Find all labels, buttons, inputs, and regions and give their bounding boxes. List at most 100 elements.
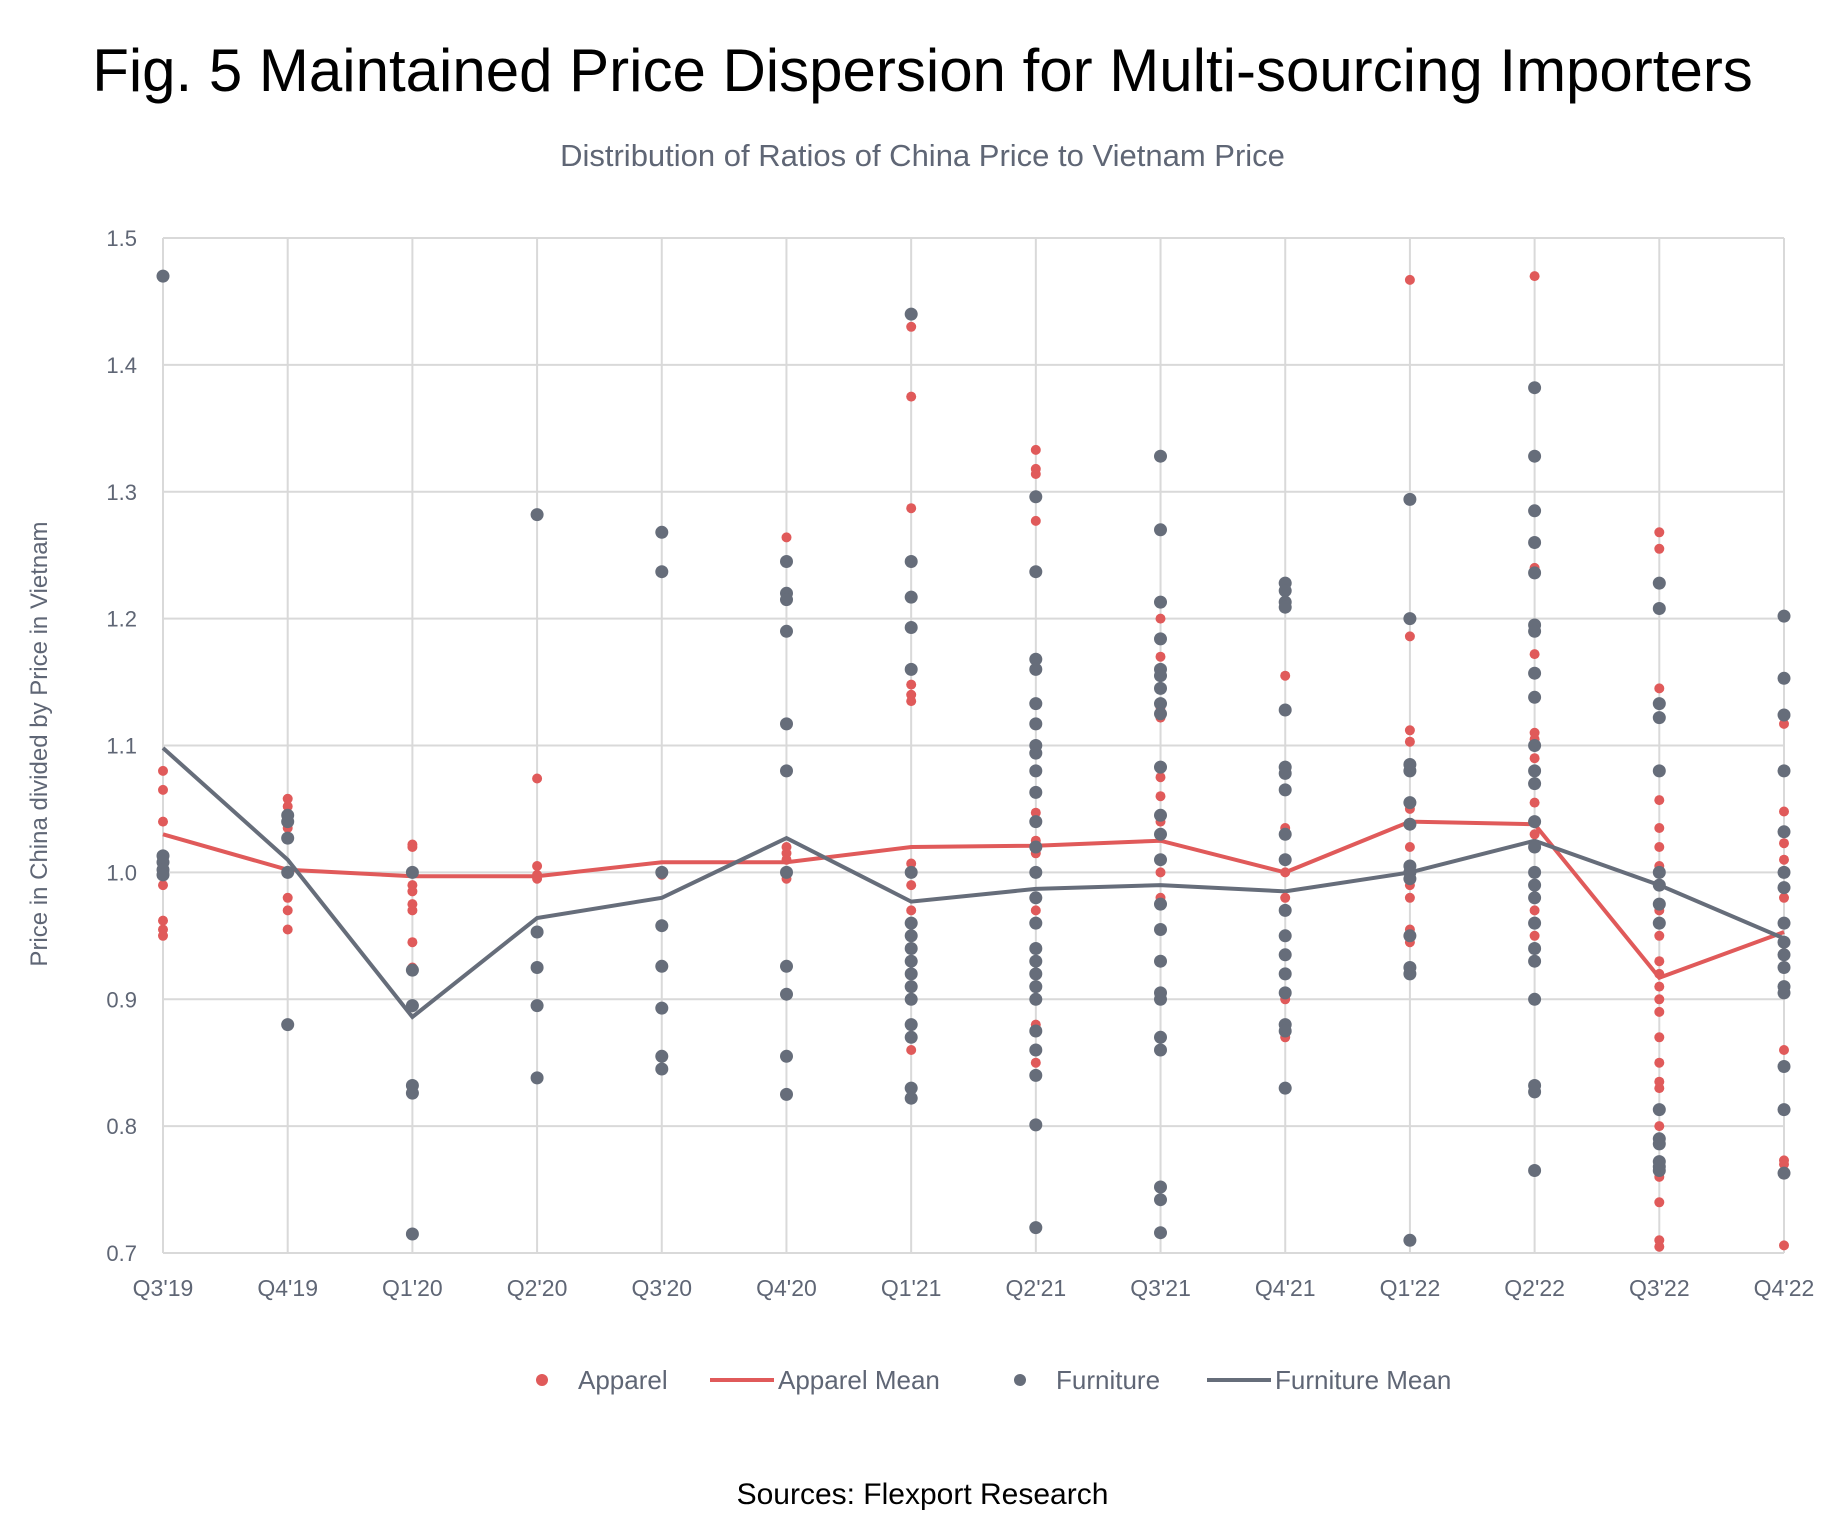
axis-ticks: 0.7 0.8 0.9 1.0 1.1 1.2 1.3 1.4 1.5 Q3'19 Q4'19 Q1'… xyxy=(106,226,1814,1301)
furniture-point xyxy=(1278,948,1292,962)
legend-furniture-label: Furniture xyxy=(1056,1364,1161,1395)
furniture-point xyxy=(1777,1103,1791,1117)
apparel-point xyxy=(1654,1006,1665,1017)
furniture-point xyxy=(1528,891,1542,905)
furniture-point xyxy=(780,987,793,1001)
apparel-point xyxy=(532,773,543,784)
furniture-point xyxy=(530,925,544,939)
apparel-point xyxy=(906,503,917,514)
furniture-point xyxy=(1777,609,1791,623)
furniture-point xyxy=(1278,967,1292,981)
apparel-point xyxy=(1654,842,1665,852)
apparel-point xyxy=(1030,1057,1041,1068)
legend-apparel-label: Apparel xyxy=(578,1364,668,1395)
apparel-point xyxy=(1654,1241,1665,1252)
furniture-point xyxy=(1029,1043,1043,1057)
apparel-point xyxy=(1280,867,1291,878)
apparel-point xyxy=(158,765,168,776)
furniture-point xyxy=(405,963,419,977)
furniture-point xyxy=(1652,897,1666,911)
furniture-point xyxy=(1029,717,1043,731)
furniture-point xyxy=(1029,697,1043,711)
legend-item-apparel: Apparel xyxy=(536,1360,668,1400)
furniture-point xyxy=(904,662,918,676)
x-tick-label: Q1'20 xyxy=(382,1275,443,1301)
furniture-point xyxy=(1154,827,1167,841)
furniture-point xyxy=(1029,954,1043,968)
apparel-point xyxy=(1654,1121,1665,1132)
apparel-point xyxy=(1654,1032,1665,1043)
legend-apparel-dot-icon xyxy=(536,1374,548,1386)
apparel-point xyxy=(1654,527,1665,538)
x-tick-label: Q4'22 xyxy=(1754,1275,1815,1301)
apparel-point xyxy=(906,858,917,869)
furniture-point xyxy=(1029,764,1043,778)
furniture-point xyxy=(1029,980,1043,994)
furniture-point xyxy=(1652,697,1666,711)
furniture-point xyxy=(1029,840,1043,854)
furniture-point xyxy=(1528,566,1542,580)
furniture-point xyxy=(1652,602,1666,615)
apparel-point xyxy=(1654,1083,1665,1094)
furniture-point xyxy=(655,919,669,933)
furniture-point xyxy=(1154,595,1167,609)
apparel-point xyxy=(1654,968,1665,979)
x-tick-label: Q3'22 xyxy=(1629,1275,1690,1301)
furniture-point xyxy=(1029,1068,1043,1082)
furniture-point xyxy=(655,525,669,539)
legend: Apparel Apparel Mean Furniture Furniture… xyxy=(0,1360,1845,1400)
apparel-point xyxy=(781,532,792,543)
furniture-point xyxy=(1777,935,1791,949)
apparel-point xyxy=(1779,854,1789,865)
furniture-point xyxy=(1652,1103,1666,1117)
apparel-point xyxy=(1654,981,1665,992)
x-tick-label: Q2'20 xyxy=(507,1275,568,1301)
furniture-point xyxy=(904,954,918,968)
apparel-point xyxy=(1779,838,1789,849)
furniture-point xyxy=(1777,986,1791,1000)
furniture-point xyxy=(1154,681,1167,695)
furniture-point xyxy=(1029,565,1043,579)
furniture-point xyxy=(1154,954,1167,968)
furniture-point xyxy=(655,1062,669,1076)
chart-subtitle: Distribution of Ratios of China Price to… xyxy=(560,138,1285,173)
furniture-point xyxy=(1403,1233,1417,1247)
legend-furniture-dot-icon xyxy=(1014,1374,1026,1386)
furniture-point xyxy=(1777,764,1791,778)
furniture-point xyxy=(1029,490,1043,504)
furniture-point xyxy=(1528,992,1542,1006)
furniture-point xyxy=(405,1086,419,1100)
furniture-point xyxy=(405,865,419,879)
apparel-point xyxy=(1404,631,1415,642)
furniture-point xyxy=(405,999,419,1013)
x-tick-label: Q3'21 xyxy=(1130,1275,1191,1301)
apparel-point xyxy=(1155,867,1166,878)
x-tick-label: Q3'20 xyxy=(631,1275,692,1301)
furniture-point xyxy=(1403,929,1417,943)
furniture-point xyxy=(1029,1024,1043,1038)
furniture-point xyxy=(904,929,918,943)
furniture-point xyxy=(1154,632,1167,646)
furniture-point xyxy=(1652,1137,1666,1151)
apparel-point xyxy=(906,391,917,402)
apparel-point xyxy=(1155,772,1166,783)
furniture-point xyxy=(1403,492,1417,506)
furniture-point xyxy=(1528,815,1542,829)
furniture-point xyxy=(1029,967,1043,981)
y-tick-label: 1.1 xyxy=(106,734,137,759)
x-tick-label: Q1'22 xyxy=(1380,1275,1441,1301)
furniture-point xyxy=(780,1049,793,1063)
furniture-point xyxy=(904,967,918,981)
apparel-point xyxy=(1779,1159,1789,1170)
apparel-point xyxy=(906,1045,917,1055)
apparel-point xyxy=(1779,892,1789,903)
legend-furniture-mean-label: Furniture Mean xyxy=(1275,1364,1452,1395)
apparel-point xyxy=(1030,469,1041,479)
furniture-point xyxy=(1777,865,1791,879)
apparel-point xyxy=(1404,892,1415,903)
furniture-point xyxy=(1029,1118,1043,1132)
furniture-point xyxy=(1154,1043,1167,1057)
apparel-point xyxy=(158,784,168,795)
furniture-point xyxy=(1154,1226,1167,1240)
furniture-point xyxy=(904,942,918,955)
